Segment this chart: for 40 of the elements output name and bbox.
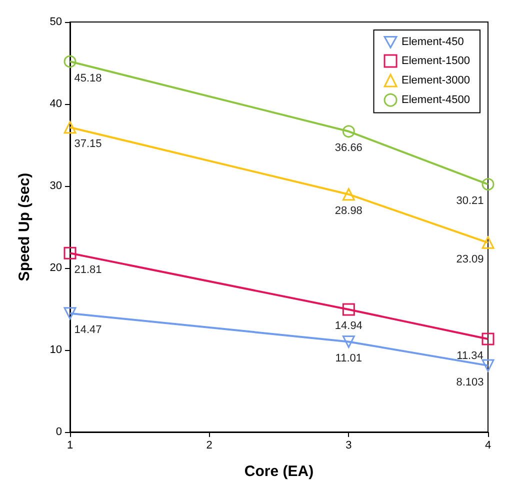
data-label: 14.47: [74, 324, 102, 336]
point: [64, 246, 76, 260]
point: [482, 359, 494, 372]
x-tick-label: 4: [484, 440, 492, 452]
y-tick-label: 10: [50, 344, 62, 356]
point: [482, 178, 494, 191]
data-label: 36.66: [334, 142, 362, 154]
x-axis-title: Core (EA): [244, 463, 314, 480]
data-label: 30.21: [456, 195, 484, 208]
point: [342, 188, 355, 201]
point: [64, 55, 76, 68]
x-tick-label: 2: [206, 440, 212, 452]
data-label: 11.34: [456, 350, 484, 362]
x-tick-label: 3: [346, 440, 352, 452]
data-label: 11.01: [335, 352, 362, 364]
x-tick-label: 1: [66, 440, 74, 452]
y-tick-label: 50: [50, 16, 62, 28]
data-label: 14.94: [334, 320, 362, 332]
point: [342, 303, 355, 316]
data-label: 37.15: [74, 138, 102, 150]
point: [342, 335, 355, 348]
data-label: 28.98: [334, 205, 362, 218]
point: [64, 307, 76, 320]
y-tick-label: 20: [50, 262, 62, 274]
data-label: 8.103: [456, 376, 484, 388]
legend-label: Element-450: [402, 36, 464, 48]
legend-label: Element-3000: [402, 74, 470, 87]
data-label: 45.18: [74, 72, 102, 84]
y-tick-label: 40: [50, 98, 62, 110]
point: [64, 121, 76, 134]
legend-label: Element-4500: [402, 94, 470, 106]
data-label: 21.81: [74, 264, 102, 276]
y-tick-label: 30: [50, 180, 62, 192]
point: [482, 332, 494, 346]
point: [342, 125, 355, 138]
y-axis-title: Speed Up (sec): [16, 172, 33, 282]
legend-label: Element-1500: [402, 55, 470, 68]
data-label: 23.09: [456, 253, 484, 266]
y-tick-label: 0: [56, 426, 62, 438]
point: [482, 236, 494, 249]
